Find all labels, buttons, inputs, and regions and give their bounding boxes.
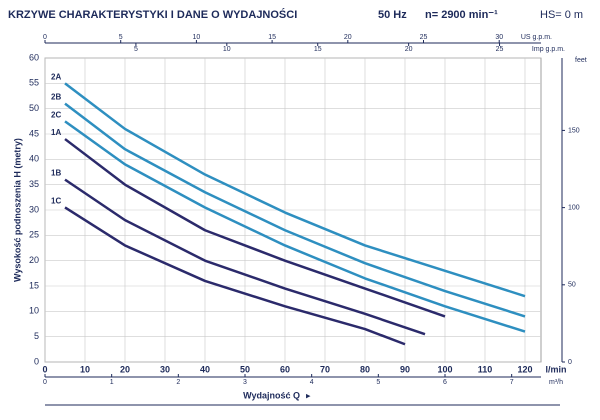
y-tick-label: 20 xyxy=(29,255,39,265)
series-label: 2C xyxy=(51,110,61,119)
tick-label: 0 xyxy=(43,34,47,41)
tick-label: 30 xyxy=(495,34,503,41)
tick-label: 4 xyxy=(310,379,314,386)
x-tick-label: 70 xyxy=(320,364,330,374)
x-tick-label: 90 xyxy=(400,364,410,374)
y2-unit: feet xyxy=(575,57,587,64)
arrow: ▸ xyxy=(306,390,311,400)
tick-label: 15 xyxy=(314,46,322,53)
curve xyxy=(64,138,446,318)
y-tick-label: 55 xyxy=(29,78,39,88)
y2-tick-label: 100 xyxy=(568,204,580,211)
y-tick-label: 10 xyxy=(29,306,39,316)
m3h-unit: m³/h xyxy=(549,379,563,386)
imp-unit: Imp g.p.m. xyxy=(532,46,565,53)
x-tick-label: 120 xyxy=(517,364,532,374)
series-label: 1A xyxy=(51,128,61,137)
x-tick-label: 30 xyxy=(160,364,170,374)
x-axis-title: Wydajność Q xyxy=(243,390,300,400)
speed: n= 2900 min⁻¹ xyxy=(425,9,498,21)
y2-tick-label: 150 xyxy=(568,127,580,134)
y2-tick-label: 50 xyxy=(568,282,576,289)
suction: HS= 0 m xyxy=(540,9,583,21)
x-tick-label: 0 xyxy=(42,364,47,374)
tick-label: 25 xyxy=(496,46,504,53)
x-tick-label: 40 xyxy=(200,364,210,374)
tick-label: 6 xyxy=(443,379,447,386)
y-tick-label: 25 xyxy=(29,230,39,240)
y-tick-label: 50 xyxy=(29,103,39,113)
series-label: 1B xyxy=(51,169,61,178)
curve xyxy=(64,120,526,333)
curve xyxy=(64,206,406,346)
series-label: 2A xyxy=(51,72,61,81)
tick-label: 25 xyxy=(420,34,428,41)
us-unit: US g.p.m. xyxy=(521,34,552,41)
x-tick-label: 60 xyxy=(280,364,290,374)
x-tick-label: 100 xyxy=(437,364,452,374)
y-axis-title: Wysokość podnoszenia H (metry) xyxy=(12,138,22,282)
x-unit: l/min xyxy=(545,364,566,374)
series-label: 1C xyxy=(51,197,61,206)
curve xyxy=(64,102,526,318)
curve xyxy=(64,178,426,336)
series-label: 2B xyxy=(51,93,61,102)
tick-label: 5 xyxy=(119,34,123,41)
tick-label: 1 xyxy=(110,379,114,386)
y2-tick-label: 0 xyxy=(568,359,572,366)
tick-label: 10 xyxy=(223,46,231,53)
y-tick-label: 30 xyxy=(29,204,39,214)
x-tick-label: 80 xyxy=(360,364,370,374)
tick-label: 7 xyxy=(510,379,514,386)
tick-label: 0 xyxy=(43,379,47,386)
tick-label: 5 xyxy=(134,46,138,53)
tick-label: 2 xyxy=(176,379,180,386)
tick-label: 20 xyxy=(405,46,413,53)
chart-title: KRZYWE CHARAKTERYSTYKI I DANE O WYDAJNOŚ… xyxy=(8,8,297,21)
tick-label: 20 xyxy=(344,34,352,41)
frequency: 50 Hz xyxy=(378,9,407,21)
y-tick-label: 0 xyxy=(34,356,39,366)
tick-label: 5 xyxy=(376,379,380,386)
x-tick-label: 50 xyxy=(240,364,250,374)
y-tick-label: 45 xyxy=(29,128,39,138)
x-tick-label: 20 xyxy=(120,364,130,374)
y-tick-label: 35 xyxy=(29,179,39,189)
tick-label: 3 xyxy=(243,379,247,386)
x-tick-label: 110 xyxy=(478,364,493,374)
curve xyxy=(64,82,526,298)
y-tick-label: 60 xyxy=(29,52,39,62)
y-tick-label: 5 xyxy=(34,331,39,341)
x-tick-label: 10 xyxy=(80,364,90,374)
tick-label: 10 xyxy=(193,34,201,41)
y-tick-label: 40 xyxy=(29,154,39,164)
tick-label: 15 xyxy=(268,34,276,41)
y-tick-label: 15 xyxy=(29,280,39,290)
